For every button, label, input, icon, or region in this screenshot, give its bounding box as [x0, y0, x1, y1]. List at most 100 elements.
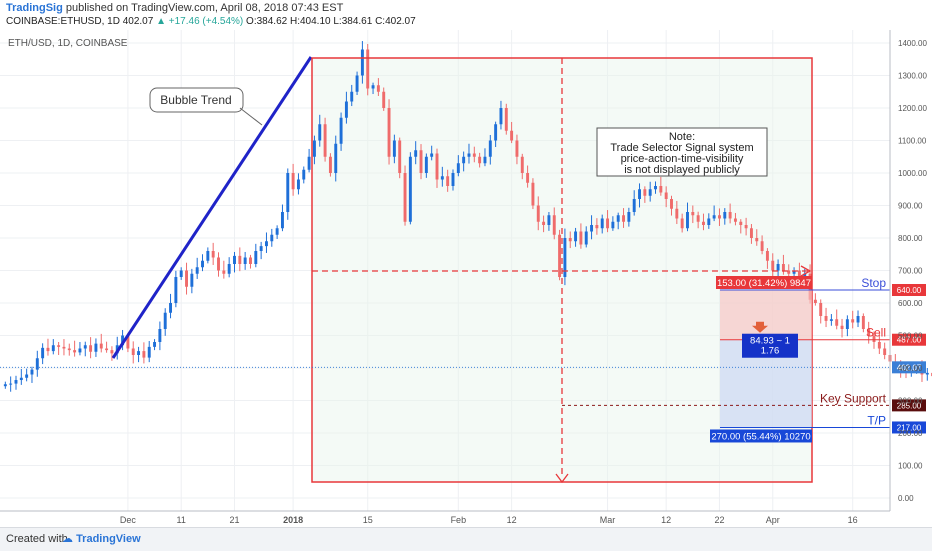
candle-body: [30, 369, 34, 375]
candle-body: [217, 257, 220, 271]
reward-label: 270.00 (55.44%) 10270: [711, 431, 810, 442]
candle-body: [664, 192, 668, 199]
candle-body: [291, 173, 295, 190]
candle-body: [51, 345, 55, 352]
candle-body: [611, 221, 615, 229]
candle-body: [163, 312, 167, 329]
candle-body: [403, 173, 407, 222]
low-value: L:384.61: [333, 16, 373, 27]
candle-body: [776, 264, 780, 271]
candle-body: [552, 215, 556, 235]
right-arrow-icon: [800, 265, 812, 277]
candle-body: [280, 212, 284, 229]
candle-body: [398, 140, 402, 173]
tradingview-logo[interactable]: ☁ TradingView: [62, 532, 141, 545]
candle-body: [259, 246, 263, 251]
candle-body: [137, 351, 141, 355]
bubble-trend-label: Bubble Trend: [160, 93, 231, 107]
candle-body: [131, 348, 135, 355]
candle-body: [126, 335, 130, 349]
x-tick-label: 15: [363, 515, 373, 525]
candle-body: [339, 117, 343, 144]
y-tick-label: 800.00: [898, 234, 923, 243]
candle-body: [472, 153, 476, 157]
y-tick-label: 1400.00: [898, 39, 927, 48]
candle-body: [3, 384, 7, 387]
candle-body: [254, 251, 258, 264]
candle-body: [638, 189, 641, 199]
time-axis[interactable]: Dec 11 21 2018 15 Feb 12 Mar 12 22 Apr 16: [120, 515, 858, 525]
reward-label-box: [710, 429, 812, 443]
candle-body: [568, 238, 572, 242]
candle-body: [366, 49, 370, 89]
candle-body: [547, 215, 551, 225]
candle-body: [73, 350, 77, 353]
candle-body: [925, 372, 929, 375]
candle-body: [249, 257, 252, 264]
candle-body: [686, 212, 689, 229]
candle-body: [600, 218, 604, 229]
candle-body: [174, 277, 178, 303]
tp-price-badge: [892, 421, 926, 434]
candle-body: [526, 173, 530, 183]
brand-name[interactable]: TradingSig: [6, 2, 63, 14]
y-tick-label: 200.00: [898, 429, 923, 438]
candle-body: [83, 345, 87, 349]
x-tick-label: 12: [661, 515, 671, 525]
candle-body: [648, 189, 652, 196]
y-tick-label: 500.00: [898, 332, 923, 341]
candle-body: [643, 189, 647, 196]
candle-body: [430, 153, 434, 157]
candle-body: [723, 212, 727, 219]
price-axis[interactable]: 0.00 100.00 200.00 300.00 400.00 500.00 600.00…: [898, 39, 927, 503]
ratio-line-1: 84.93 ~ 1: [750, 336, 790, 347]
price-chart[interactable]: Bubble Trend Note:Trade Selector Signal s…: [0, 30, 932, 527]
last-price: 402.07: [122, 16, 154, 27]
candle-body: [360, 49, 364, 76]
candle-body: [201, 260, 204, 268]
candle-body: [275, 228, 279, 235]
candle-body: [142, 351, 146, 358]
callout-pointer: [239, 107, 263, 126]
tradingview-logo-text: TradingView: [76, 533, 141, 545]
x-tick-label: 12: [507, 515, 517, 525]
candle-body: [419, 150, 423, 173]
change-value: +17.46 (+4.54%): [168, 16, 244, 27]
candle-body: [318, 124, 322, 141]
y-tick-label: 1100.00: [898, 137, 927, 146]
candle-body: [787, 270, 791, 274]
candle-body: [733, 218, 737, 222]
candle-body: [371, 85, 375, 89]
candle-body: [408, 156, 412, 222]
y-tick-label: 1300.00: [898, 72, 927, 81]
sell-price-badge-text: 487.00: [897, 336, 922, 345]
candle-body: [702, 221, 705, 225]
ratio-line-2: 1.76: [761, 346, 780, 357]
candle-body: [707, 218, 711, 225]
candle-body: [179, 270, 183, 277]
risk-label-box: [716, 276, 812, 289]
symbol-label: COINBASE:ETHUSD, 1D: [6, 16, 120, 27]
candle-body: [456, 163, 460, 173]
candle-body: [616, 215, 620, 222]
footer-bar: Created with ☁ TradingView: [0, 527, 932, 551]
x-tick-label: 2018: [283, 515, 303, 525]
candle-body: [9, 383, 13, 385]
candle-body: [328, 156, 332, 173]
candle-body: [739, 221, 743, 225]
candle-body: [659, 186, 663, 193]
candle-body: [67, 348, 71, 351]
candle-body: [286, 173, 290, 212]
candle-body: [590, 225, 594, 232]
candle-body: [494, 124, 498, 141]
support-price-badge: [892, 399, 926, 412]
candle-body: [233, 255, 236, 264]
x-tick-label: Dec: [120, 515, 137, 525]
candle-body: [238, 255, 242, 264]
candle-body: [771, 260, 775, 271]
tp-label: T/P: [867, 413, 886, 427]
candle-body: [265, 241, 268, 247]
candle-body: [803, 273, 807, 277]
candle-body: [435, 153, 439, 180]
note-box: [596, 127, 768, 177]
